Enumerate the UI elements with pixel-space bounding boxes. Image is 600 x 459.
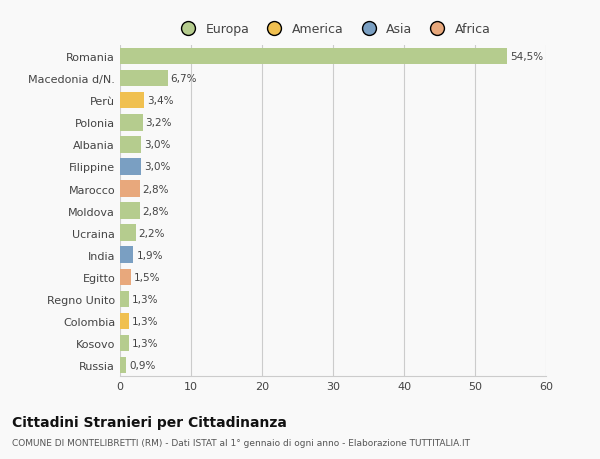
Bar [120,291,129,308]
Bar [120,269,131,285]
Bar [120,335,129,352]
Bar [120,225,136,241]
Bar [120,137,142,153]
Bar [120,159,142,175]
Bar [120,203,140,219]
Text: 1,5%: 1,5% [133,272,160,282]
Bar [120,49,507,65]
Text: 1,3%: 1,3% [132,316,158,326]
Text: 2,8%: 2,8% [143,184,169,194]
Text: 3,4%: 3,4% [147,96,173,106]
Text: 3,0%: 3,0% [144,162,170,172]
Legend: Europa, America, Asia, Africa: Europa, America, Asia, Africa [172,19,494,39]
Bar [120,93,144,109]
Text: 6,7%: 6,7% [170,74,197,84]
Bar [120,313,129,330]
Text: 1,9%: 1,9% [136,250,163,260]
Text: 3,2%: 3,2% [146,118,172,128]
Text: Cittadini Stranieri per Cittadinanza: Cittadini Stranieri per Cittadinanza [12,415,287,429]
Text: 1,3%: 1,3% [132,338,158,348]
Text: 0,9%: 0,9% [129,360,155,370]
Bar [120,181,140,197]
Text: COMUNE DI MONTELIBRETTI (RM) - Dati ISTAT al 1° gennaio di ogni anno - Elaborazi: COMUNE DI MONTELIBRETTI (RM) - Dati ISTA… [12,438,470,448]
Text: 1,3%: 1,3% [132,294,158,304]
Bar [120,357,127,374]
Text: 2,8%: 2,8% [143,206,169,216]
Text: 2,2%: 2,2% [139,228,165,238]
Text: 54,5%: 54,5% [510,52,543,62]
Bar [120,71,167,87]
Bar [120,115,143,131]
Text: 3,0%: 3,0% [144,140,170,150]
Bar [120,247,133,263]
